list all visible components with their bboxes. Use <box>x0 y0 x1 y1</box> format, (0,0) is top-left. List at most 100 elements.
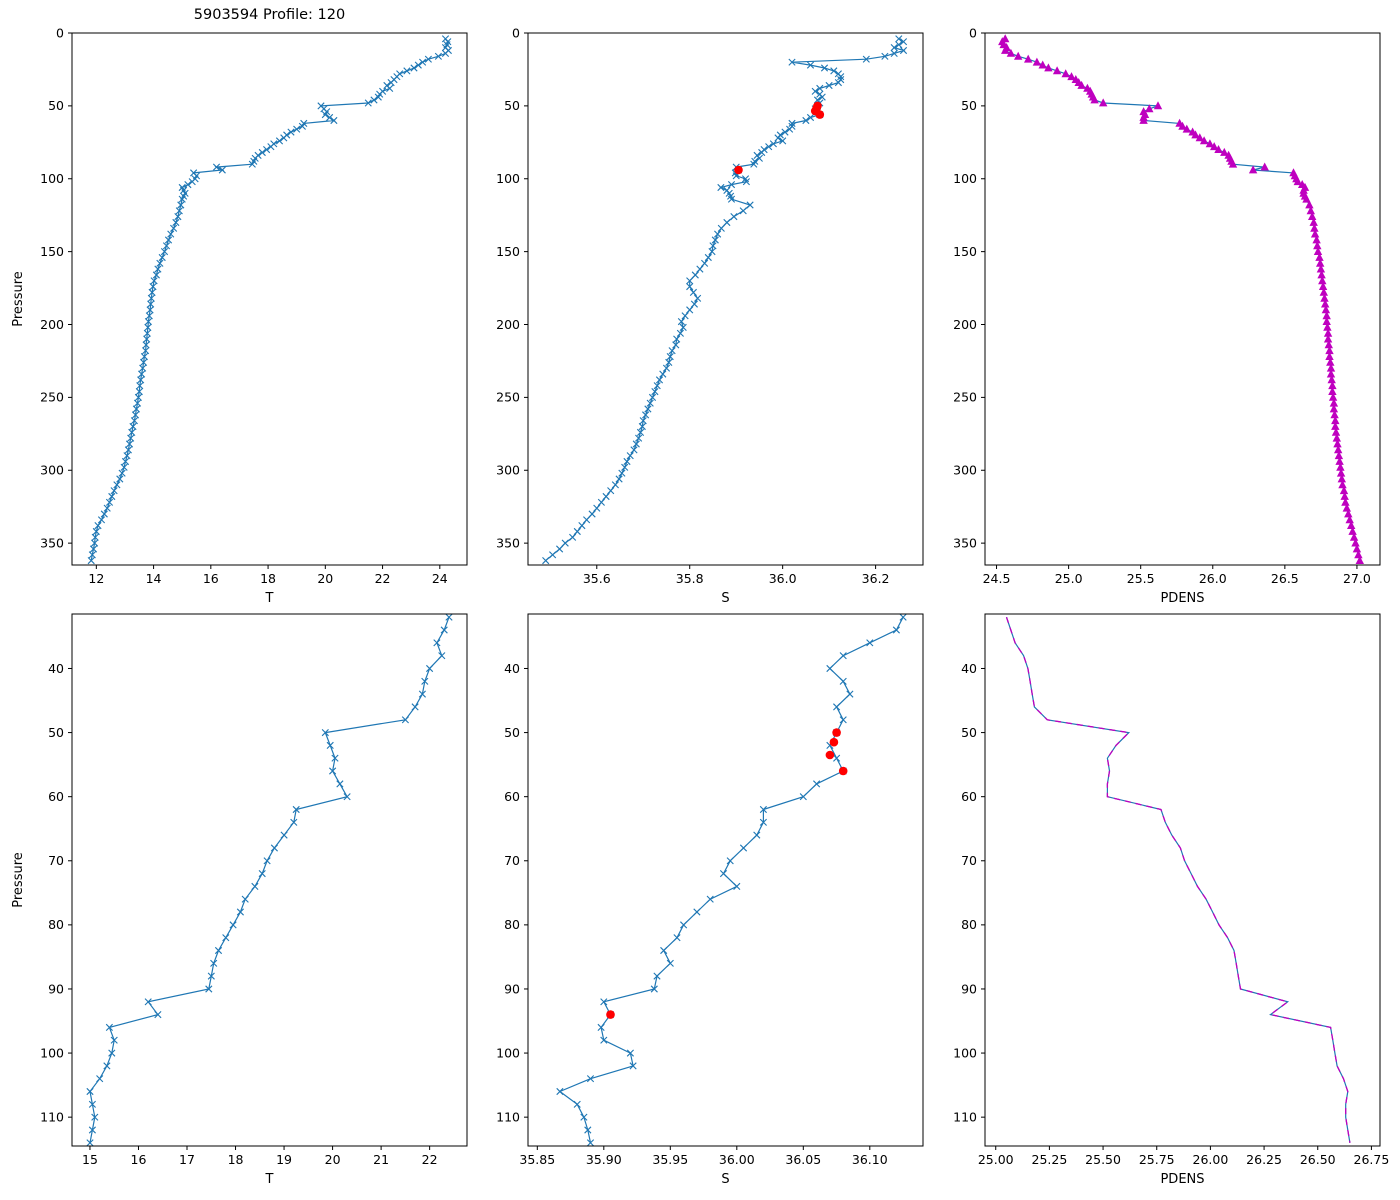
x-marker <box>892 626 900 634</box>
x-marker <box>866 639 874 647</box>
x-tick-label: 24 <box>432 571 448 586</box>
x-marker <box>584 1126 592 1134</box>
x-axis-label: PDENS <box>1160 591 1204 606</box>
x-marker <box>711 236 719 244</box>
flagged-point <box>606 1010 615 1019</box>
y-tick-label: 90 <box>504 981 520 996</box>
x-marker <box>895 41 903 49</box>
triangle-marker <box>1331 421 1340 430</box>
x-marker <box>806 113 815 122</box>
x-tick-label: 27.0 <box>1343 571 1371 586</box>
subplot-pdens-full: 24.5 25.0 25.5 26.0 26.5 27.0 0 50 100 150 200 250 3… <box>953 25 1381 606</box>
x-tick-label: 24.5 <box>983 571 1011 586</box>
x-marker <box>759 818 767 826</box>
x-marker <box>438 652 446 660</box>
x-marker <box>143 335 151 343</box>
subplot-s-zoom: 35.85 35.90 35.95 36.00 36.05 36.10 40 50 60 70 80… <box>496 613 924 1187</box>
x-marker <box>635 434 643 442</box>
x-marker <box>96 1075 104 1083</box>
x-marker <box>162 242 171 250</box>
triangle-marker <box>1321 299 1330 308</box>
x-tick-label: 25.50 <box>1085 1152 1121 1167</box>
triangle-marker <box>1318 276 1327 285</box>
x-marker <box>788 58 796 66</box>
y-tick-label: 50 <box>48 725 64 740</box>
x-marker <box>156 259 164 267</box>
triangle-marker <box>1340 491 1349 500</box>
triangle-marker <box>1337 474 1346 483</box>
x-marker <box>116 475 124 483</box>
x-marker <box>103 504 111 512</box>
x-marker <box>426 664 434 673</box>
y-tick-label: 0 <box>512 25 520 40</box>
x-marker <box>719 870 728 878</box>
x-marker <box>769 140 777 148</box>
x-marker <box>403 67 411 75</box>
x-marker <box>709 242 717 250</box>
x-marker <box>411 703 419 711</box>
x-marker <box>145 312 153 320</box>
x-tick-label: 25.75 <box>1139 1152 1175 1167</box>
x-marker <box>586 1139 595 1147</box>
y-tick-label: 60 <box>504 789 520 804</box>
flagged-point <box>825 750 835 760</box>
x-marker <box>144 318 152 326</box>
x-marker <box>686 277 694 285</box>
x-marker <box>214 946 223 955</box>
x-marker <box>127 434 135 442</box>
x-marker <box>895 35 903 43</box>
x-marker <box>899 38 908 46</box>
axes-frame <box>527 32 924 566</box>
x-tick-label: 35.95 <box>652 1152 688 1167</box>
y-tick-label: 200 <box>40 317 64 332</box>
triangle-marker <box>1310 229 1320 238</box>
x-marker <box>597 498 605 506</box>
triangle-marker <box>1228 159 1238 168</box>
triangle-marker <box>1310 223 1319 232</box>
x-marker <box>825 81 833 90</box>
x-marker <box>717 183 725 192</box>
y-tick-label: 350 <box>953 535 977 550</box>
x-marker <box>138 370 146 378</box>
x-marker <box>121 457 130 466</box>
triangle-marker <box>1323 322 1332 331</box>
x-marker <box>144 323 152 331</box>
x-marker <box>142 341 150 349</box>
profile-line <box>545 38 906 562</box>
triangle-marker <box>1332 433 1341 442</box>
y-tick-label: 250 <box>953 390 977 405</box>
triangle-marker <box>1061 69 1070 78</box>
subplot-t-full: 12 14 16 18 20 22 24 0 50 100 150 200 250 300 350 T Pres… <box>11 25 468 606</box>
x-marker <box>820 64 829 72</box>
triangle-marker <box>1044 63 1053 72</box>
axes-frame <box>527 613 924 1147</box>
x-marker <box>218 166 226 174</box>
triangle-marker <box>1260 162 1269 171</box>
x-marker <box>222 934 230 942</box>
x-marker <box>123 452 131 460</box>
triangle-marker <box>1349 532 1359 541</box>
x-tick-label: 26.0 <box>1199 571 1227 586</box>
triangle-marker <box>1324 340 1333 349</box>
x-marker <box>694 294 702 302</box>
y-tick-label: 300 <box>953 463 977 478</box>
triangle-marker <box>1323 334 1333 343</box>
x-marker <box>97 516 106 524</box>
x-marker <box>607 487 615 495</box>
x-marker <box>556 1087 564 1096</box>
y-tick-label: 110 <box>496 1109 520 1124</box>
x-marker <box>134 393 142 401</box>
x-marker <box>580 1113 588 1121</box>
x-marker <box>128 428 136 436</box>
triangle-marker <box>1347 521 1356 529</box>
y-tick-label: 150 <box>953 244 977 259</box>
x-marker <box>120 463 128 471</box>
x-tick-label: 22 <box>375 571 391 586</box>
x-tick-label: 14 <box>146 571 162 586</box>
x-marker <box>618 469 626 477</box>
markers <box>542 35 908 565</box>
x-marker <box>298 122 306 130</box>
x-marker <box>410 64 418 72</box>
x-marker <box>418 690 426 698</box>
x-marker <box>91 1113 99 1121</box>
